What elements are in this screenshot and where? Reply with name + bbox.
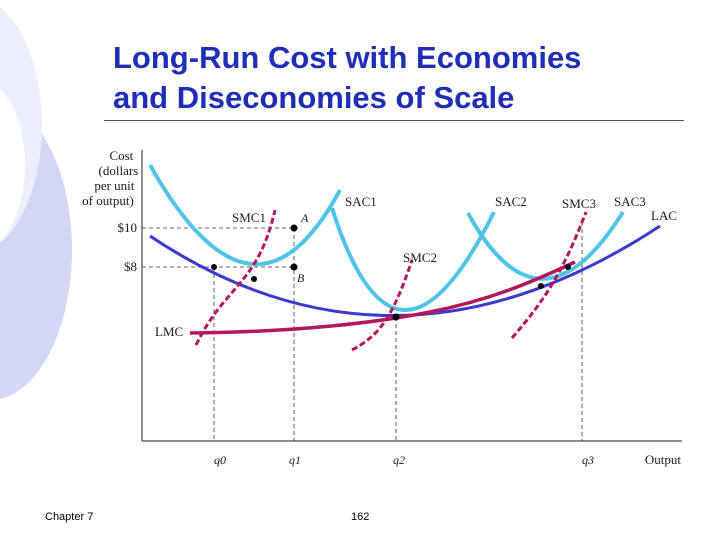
x-tick-q1: q1 [289, 453, 301, 467]
lac-curve [149, 224, 661, 318]
sac3-curve [466, 210, 625, 281]
smc3-curve [510, 211, 588, 339]
label-point-b: B [297, 271, 305, 285]
point-a [290, 224, 298, 232]
lmc-curve [189, 260, 576, 335]
label-sac1: SAC1 [345, 194, 377, 209]
chapter-label: Chapter 7 [45, 511, 94, 523]
y-tick-10: $10 [118, 220, 138, 235]
smc1-curve [194, 209, 277, 346]
point-b [290, 263, 298, 271]
point-q0 [211, 264, 217, 270]
slide-title: Long-Run Cost with Economies and Disecon… [113, 38, 703, 118]
label-sac3: SAC3 [614, 194, 646, 209]
x-tick-q3: q3 [582, 453, 594, 467]
title-line-1: Long-Run Cost with Economies [113, 40, 582, 75]
point-sac3 [538, 283, 544, 289]
x-tick-q2: q2 [393, 453, 405, 467]
label-smc2: SMC2 [403, 250, 437, 265]
title-divider [104, 120, 684, 121]
point-smc1-lac [251, 276, 257, 282]
x-axis-label: Output [645, 452, 682, 467]
sac1-curve [148, 164, 342, 267]
label-smc3: SMC3 [562, 196, 596, 211]
label-smc1: SMC1 [232, 210, 266, 225]
smc2-curve [351, 259, 414, 352]
y-axis-label: Cost (dollars per unit of output) [82, 148, 141, 208]
point-q2 [392, 313, 400, 321]
page-number: 162 [351, 511, 370, 523]
label-point-a: A [300, 211, 309, 225]
title-line-2: and Diseconomies of Scale [113, 80, 515, 115]
label-lmc: LMC [155, 324, 183, 339]
y-tick-8: $8 [124, 259, 137, 274]
label-sac2: SAC2 [495, 194, 527, 209]
label-lac: LAC [651, 208, 677, 223]
x-tick-q0: q0 [214, 453, 226, 467]
sac2-curve [330, 207, 496, 312]
point-smc3 [565, 264, 571, 270]
